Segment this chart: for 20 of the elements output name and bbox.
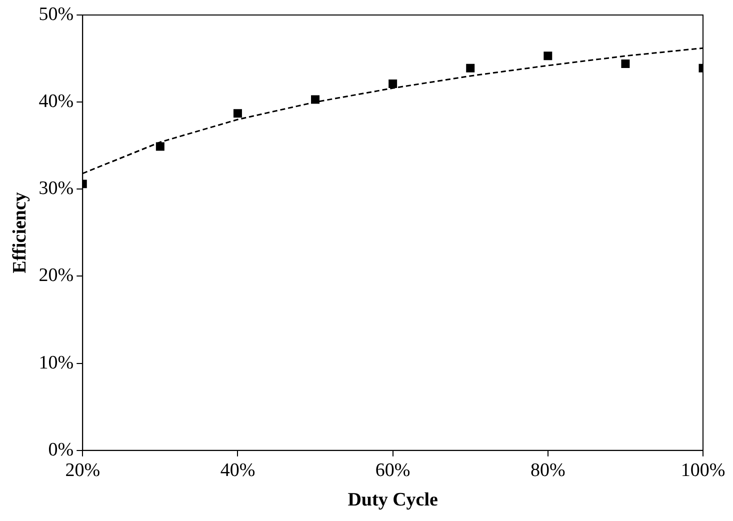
y-tick-label: 20% [38,265,74,286]
y-tick-label: 30% [38,178,74,200]
y-tick-label: 40% [38,91,74,112]
point [466,64,475,72]
x-axis-title: Duty Cycle [348,490,438,511]
y-axis-title: Efficiency [9,192,30,274]
x-tick-label: 80% [530,460,566,481]
y-tick-label: 0% [48,439,74,460]
point [621,60,630,68]
x-tick-label: 100% [680,460,726,481]
point [388,80,398,88]
point [156,142,164,151]
x-tick-label: 60% [375,460,410,481]
y-tick-label: 50% [38,4,74,25]
point [544,52,552,60]
point [233,109,242,118]
x-tick-label: 20% [65,460,100,481]
point [311,95,320,104]
x-tick-label: 40% [220,460,256,481]
y-tick-label: 10% [38,352,74,374]
